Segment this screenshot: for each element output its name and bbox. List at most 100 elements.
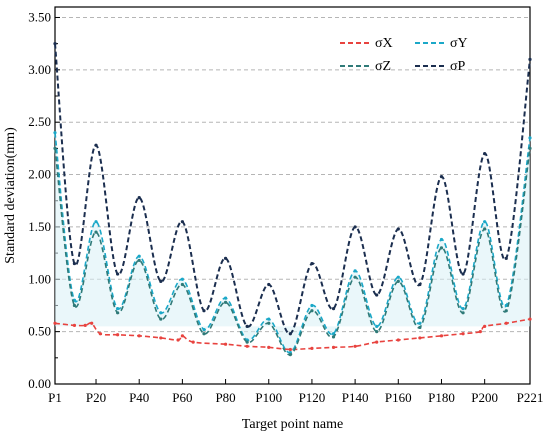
- data-point: [72, 303, 77, 308]
- data-point: [245, 324, 249, 329]
- y-tick-label: 3.00: [28, 62, 51, 77]
- legend-label: σX: [375, 36, 393, 51]
- data-point: [159, 336, 163, 340]
- data-point: [418, 325, 422, 330]
- data-point: [267, 282, 271, 287]
- data-point: [72, 261, 77, 266]
- data-point: [288, 332, 292, 336]
- data-point: [331, 345, 336, 349]
- x-tick-label: P140: [342, 390, 369, 405]
- x-tick-label: P1: [48, 390, 62, 405]
- data-point: [223, 296, 228, 300]
- data-point: [202, 327, 206, 332]
- data-point: [137, 334, 141, 338]
- data-point: [116, 333, 120, 337]
- data-point: [353, 269, 357, 273]
- y-tick-label: 1.50: [28, 219, 51, 234]
- data-point: [53, 321, 57, 325]
- data-point: [180, 220, 184, 224]
- data-point: [461, 307, 465, 311]
- data-point: [223, 342, 228, 346]
- data-point: [202, 309, 206, 313]
- data-point: [331, 307, 336, 311]
- data-point: [418, 336, 422, 340]
- data-point: [223, 256, 228, 260]
- y-tick-label: 0.00: [28, 376, 51, 391]
- data-point: [353, 275, 357, 279]
- data-point: [202, 332, 206, 336]
- series-line-3: [54, 43, 531, 335]
- data-point: [90, 321, 94, 325]
- data-point: [267, 317, 271, 321]
- data-point: [353, 344, 357, 348]
- data-point: [528, 136, 532, 140]
- data-point: [439, 246, 444, 250]
- data-point: [116, 307, 120, 311]
- data-point: [310, 303, 314, 308]
- data-point: [375, 340, 379, 344]
- y-tick-label: 2.00: [28, 167, 51, 182]
- data-point: [483, 220, 487, 224]
- data-point: [176, 338, 180, 342]
- data-point: [288, 353, 292, 357]
- data-point: [180, 277, 184, 281]
- data-point: [116, 311, 120, 315]
- data-point: [396, 227, 400, 231]
- y-tick-label: 1.00: [28, 271, 51, 286]
- data-point: [267, 321, 271, 325]
- data-point: [159, 317, 163, 321]
- data-point: [83, 323, 87, 327]
- data-point: [137, 254, 141, 258]
- x-axis-title: Target point name: [242, 417, 343, 432]
- data-point: [245, 344, 249, 348]
- data-point: [418, 321, 422, 325]
- legend-label: σP: [450, 59, 466, 74]
- series-band: [55, 132, 530, 353]
- x-tick-label: P180: [428, 390, 455, 405]
- data-point: [504, 309, 508, 313]
- x-tick-label: P100: [255, 390, 282, 405]
- data-point: [116, 272, 120, 276]
- data-point: [72, 323, 77, 327]
- data-point: [94, 230, 98, 234]
- x-tick-label: P20: [86, 390, 106, 405]
- data-point: [267, 345, 271, 349]
- data-point: [245, 340, 249, 344]
- data-point: [137, 258, 141, 263]
- data-point: [288, 347, 292, 352]
- data-point: [396, 275, 400, 279]
- data-point: [223, 300, 228, 304]
- data-point: [98, 332, 102, 336]
- x-tick-label: P40: [129, 390, 149, 405]
- data-point: [439, 334, 444, 338]
- data-point: [53, 146, 57, 150]
- y-axis-title: Standard deviation(mm): [3, 127, 18, 264]
- data-point: [191, 340, 195, 344]
- data-point: [439, 175, 444, 179]
- data-point: [94, 220, 98, 224]
- y-tick-label: 3.50: [28, 9, 51, 24]
- data-point: [94, 143, 98, 147]
- data-point: [461, 311, 465, 315]
- data-point: [418, 282, 422, 287]
- data-point: [396, 279, 400, 283]
- legend-label: σZ: [375, 59, 391, 74]
- data-point: [504, 321, 508, 325]
- data-point: [310, 346, 314, 350]
- data-point: [353, 225, 357, 229]
- data-point: [461, 272, 465, 276]
- data-point: [159, 311, 163, 315]
- x-tick-label: P60: [172, 390, 192, 405]
- data-point: [528, 57, 532, 61]
- data-point: [439, 237, 444, 242]
- data-point: [310, 309, 314, 313]
- data-point: [483, 324, 487, 329]
- data-point: [528, 317, 532, 321]
- data-point: [331, 335, 336, 339]
- data-point: [310, 261, 314, 266]
- x-tick-label: P120: [299, 390, 326, 405]
- data-point: [159, 279, 163, 283]
- data-point: [180, 334, 184, 338]
- x-tick-label: P80: [215, 390, 235, 405]
